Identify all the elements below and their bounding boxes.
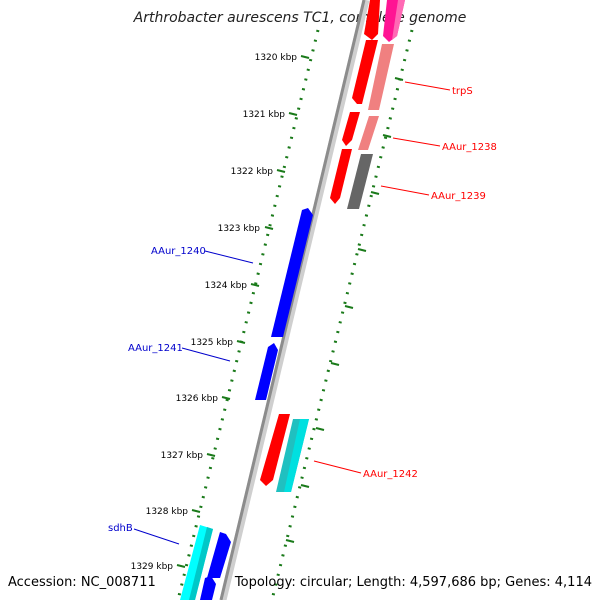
tick-label: 1322 kbp [231,167,274,177]
gene-sdhB-shadow [189,527,213,600]
gene-trpS [368,44,394,110]
gene-aaur-1239 [347,154,373,209]
topology-label: Topology: circular; Length: 4,597,686 bp… [234,575,592,590]
tick-label: 1323 kbp [218,224,261,234]
tick-label: 1329 kbp [131,562,174,572]
tick-label: 1327 kbp [161,451,204,461]
gene-aaur-1242-red [260,414,290,486]
gene-aaur-1240 [271,208,313,337]
genome-backbone-shadow [219,0,370,600]
gene-aaur-1238 [358,116,379,150]
leader-aaur-1241 [181,347,231,362]
gene-label-aaur-1241[interactable]: AAur_1241 [128,343,183,354]
tick-label: 1326 kbp [176,394,219,404]
gene-label-aaur-1239[interactable]: AAur_1239 [431,191,486,202]
reverse-strand-genes [180,208,313,600]
gene-label-aaur-1238[interactable]: AAur_1238 [442,142,497,153]
gene-block-top-red [364,0,380,40]
leader-aaur-1238 [392,137,441,147]
tick-label: 1320 kbp [255,53,298,63]
leader-aaur-1240 [204,250,254,264]
genome-backbone [219,0,366,600]
leader-aaur-1242 [313,460,362,474]
accession-label: Accession: NC_008711 [8,575,156,590]
right-ticks [285,77,404,543]
gene-block-top-pink [392,0,405,40]
leader-trpS [404,81,451,91]
gene-aaur-1241 [255,343,278,400]
tick-label: 1324 kbp [205,281,248,291]
tick-label: 1328 kbp [146,507,189,517]
leader-aaur-1239 [380,185,430,196]
gene-aaur-1239-red [330,149,352,204]
major-ticks [176,55,310,568]
tick-label: 1321 kbp [243,110,286,120]
leader-sdhB [133,528,180,545]
forward-strand-genes [260,0,405,492]
gene-trpS-red [352,40,378,104]
gene-blue-lower-1 [207,532,231,578]
genome-title: Arthrobacter aurescens TC1, complete gen… [133,10,467,26]
gene-label-aaur-1242[interactable]: AAur_1242 [363,469,418,480]
gene-aaur-1238-red [342,112,360,146]
gene-label-sdhB[interactable]: sdhB [108,523,133,534]
label-leaders [133,81,451,545]
gene-label-aaur-1240[interactable]: AAur_1240 [151,246,206,257]
gene-blue-lower-2 [200,576,216,600]
gene-aaur-1242-highlight [284,419,309,492]
tick-label: 1325 kbp [191,338,234,348]
gene-label-trpS[interactable]: trpS [452,86,473,97]
